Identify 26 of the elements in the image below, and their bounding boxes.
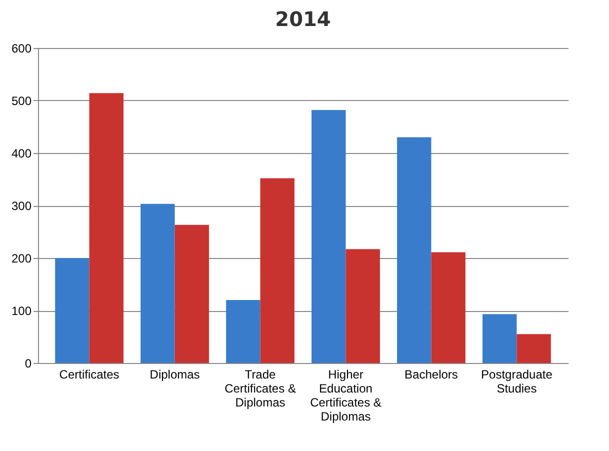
bar [89,93,124,363]
bar [312,110,346,363]
bar [397,137,432,363]
bar [260,178,294,363]
bar [482,314,517,363]
bar [346,249,380,363]
bar [431,252,466,363]
bar [174,224,209,363]
bar [140,204,175,363]
y-tick-label: 500 [11,94,32,108]
x-tick-label: Certificates [59,368,120,382]
x-tick-label: Bachelors [404,368,458,382]
y-tick-label: 300 [11,199,32,213]
x-tick-label: Diplomas [150,368,200,382]
bar [516,334,551,363]
x-tick-label: Postgraduate Studies [481,368,553,396]
bar [226,300,260,363]
x-tick-label: Trade Certificates & Diplomas [224,368,296,410]
y-tick-label: 600 [11,42,32,56]
y-tick-label: 400 [11,146,32,160]
bar [55,258,90,363]
y-tick-label: 0 [24,356,32,370]
x-tick-label: Higher Education Certificates & Diplomas [310,368,382,424]
chart-title: 2014 [275,7,331,31]
y-tick-label: 100 [11,304,32,318]
y-tick-label: 200 [11,252,32,266]
